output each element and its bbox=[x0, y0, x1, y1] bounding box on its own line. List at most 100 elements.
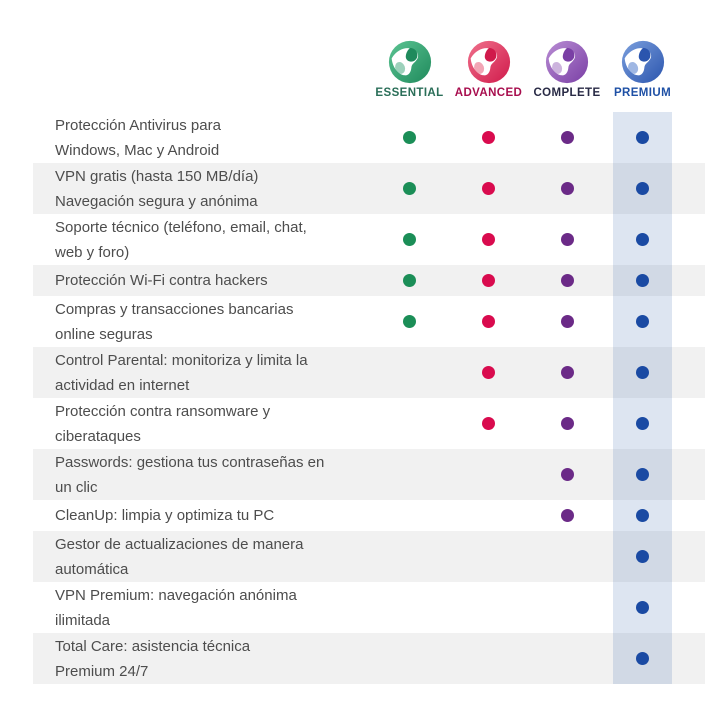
feature-text: Compras y transacciones bancarias online … bbox=[33, 296, 370, 347]
plan-header-complete: COMPLETE bbox=[528, 40, 606, 101]
availability-dot-essential bbox=[403, 233, 416, 246]
premium-highlight-cell bbox=[613, 112, 672, 163]
premium-highlight-cell bbox=[613, 398, 672, 449]
feature-row: Protección Wi-Fi contra hackers bbox=[33, 265, 705, 296]
availability-cell bbox=[370, 296, 449, 347]
feature-row: Soporte técnico (teléfono, email, chat, w… bbox=[33, 214, 705, 265]
availability-cell bbox=[449, 265, 528, 296]
availability-dot-complete bbox=[560, 274, 574, 287]
availability-dot-premium bbox=[636, 417, 649, 430]
availability-dot-complete bbox=[560, 417, 574, 430]
premium-highlight-cell bbox=[613, 582, 672, 633]
availability-cell bbox=[528, 449, 606, 500]
availability-dot-advanced bbox=[482, 233, 495, 246]
availability-cell bbox=[370, 214, 449, 265]
premium-highlight-cell bbox=[613, 449, 672, 500]
panda-logo-icon bbox=[545, 40, 589, 84]
feature-text-line: ciberataques bbox=[55, 427, 141, 445]
plan-comparison-table: ESSENTIAL ADVANCED COMPLETE PREMIUM Protecc… bbox=[33, 40, 705, 684]
feature-text-line: Passwords: gestiona tus contraseñas en bbox=[55, 453, 325, 471]
premium-highlight-cell bbox=[613, 214, 672, 265]
feature-text: VPN Premium: navegación anónima ilimitada bbox=[33, 582, 370, 633]
feature-text: Soporte técnico (teléfono, email, chat, w… bbox=[33, 214, 370, 265]
availability-cell bbox=[449, 163, 528, 214]
feature-row: VPN Premium: navegación anónima ilimitada bbox=[33, 582, 705, 633]
feature-row: Protección Antivirus para Windows, Mac y … bbox=[33, 112, 705, 163]
availability-cell bbox=[528, 163, 606, 214]
availability-cell bbox=[370, 112, 449, 163]
availability-dot-premium bbox=[636, 131, 649, 144]
availability-dot-advanced bbox=[482, 417, 495, 430]
plans-header: ESSENTIAL ADVANCED COMPLETE PREMIUM bbox=[33, 40, 705, 101]
availability-dot-complete bbox=[560, 182, 574, 195]
premium-highlight-cell bbox=[613, 265, 672, 296]
feature-text: CleanUp: limpia y optimiza tu PC bbox=[33, 500, 370, 531]
availability-dot-advanced bbox=[482, 366, 495, 379]
availability-cell bbox=[370, 500, 449, 531]
availability-dot-complete bbox=[560, 509, 574, 522]
availability-cell bbox=[370, 633, 449, 684]
feature-row: CleanUp: limpia y optimiza tu PC bbox=[33, 500, 705, 531]
availability-cell bbox=[528, 265, 606, 296]
availability-cell bbox=[370, 398, 449, 449]
feature-row: Gestor de actualizaciones de manera autom… bbox=[33, 531, 705, 582]
feature-text: Control Parental: monitoriza y limita la… bbox=[33, 347, 370, 398]
availability-dot-advanced bbox=[482, 315, 495, 328]
feature-text-line: Protección contra ransomware y bbox=[55, 402, 271, 420]
panda-logo-icon bbox=[467, 40, 510, 84]
availability-dot-premium bbox=[636, 274, 649, 287]
feature-text: Gestor de actualizaciones de manera autom… bbox=[33, 531, 370, 582]
availability-cell bbox=[370, 531, 449, 582]
feature-text: Passwords: gestiona tus contraseñas en un… bbox=[33, 449, 370, 500]
availability-cell bbox=[449, 214, 528, 265]
feature-text-line: Compras y transacciones bancarias bbox=[55, 300, 294, 318]
availability-dot-complete bbox=[560, 233, 574, 246]
premium-highlight-cell bbox=[613, 296, 672, 347]
availability-cell bbox=[528, 582, 606, 633]
availability-dot-complete bbox=[560, 315, 574, 328]
availability-cell bbox=[528, 296, 606, 347]
feature-text-line: VPN gratis (hasta 150 MB/día) bbox=[55, 167, 259, 185]
feature-text: Protección Antivirus para Windows, Mac y … bbox=[33, 112, 370, 163]
feature-text-line: ilimitada bbox=[55, 611, 111, 629]
availability-dot-essential bbox=[403, 131, 416, 144]
panda-logo-icon bbox=[621, 40, 664, 84]
feature-text-line: automática bbox=[55, 560, 129, 578]
availability-dot-complete bbox=[560, 468, 574, 481]
availability-dot-advanced bbox=[482, 182, 495, 195]
feature-row: Total Care: asistencia técnica Premium 24… bbox=[33, 633, 705, 684]
availability-cell bbox=[370, 582, 449, 633]
availability-cell bbox=[528, 398, 606, 449]
availability-dot-premium bbox=[636, 366, 649, 379]
availability-cell bbox=[449, 500, 528, 531]
availability-cell bbox=[449, 296, 528, 347]
feature-text: Protección contra ransomware y ciberataqu… bbox=[33, 398, 370, 449]
availability-cell bbox=[370, 265, 449, 296]
plan-header-advanced: ADVANCED bbox=[449, 40, 528, 101]
availability-cell bbox=[528, 112, 606, 163]
availability-dot-premium bbox=[636, 468, 649, 481]
feature-text-line: Control Parental: monitoriza y limita la bbox=[55, 351, 308, 369]
availability-dot-premium bbox=[636, 652, 649, 665]
feature-text-line: Navegación segura y anónima bbox=[55, 192, 258, 210]
premium-highlight-cell bbox=[613, 347, 672, 398]
availability-dot-advanced bbox=[482, 274, 495, 287]
plan-label: PREMIUM bbox=[613, 87, 672, 99]
feature-text: VPN gratis (hasta 150 MB/día) Navegación … bbox=[33, 163, 370, 214]
availability-dot-premium bbox=[636, 550, 649, 563]
premium-highlight-cell bbox=[613, 163, 672, 214]
feature-text-line: CleanUp: limpia y optimiza tu PC bbox=[55, 507, 275, 524]
panda-logo-icon bbox=[388, 40, 431, 84]
availability-dot-complete bbox=[560, 366, 574, 379]
availability-cell bbox=[449, 112, 528, 163]
feature-text-line: Premium 24/7 bbox=[55, 662, 149, 680]
availability-cell bbox=[528, 214, 606, 265]
availability-dot-essential bbox=[403, 274, 416, 287]
availability-cell bbox=[370, 449, 449, 500]
feature-text-line: Protección Wi-Fi contra hackers bbox=[55, 272, 268, 289]
feature-row: Compras y transacciones bancarias online … bbox=[33, 296, 705, 347]
features-table-body: Protección Antivirus para Windows, Mac y … bbox=[33, 112, 705, 684]
availability-cell bbox=[370, 347, 449, 398]
availability-dot-premium bbox=[636, 315, 649, 328]
